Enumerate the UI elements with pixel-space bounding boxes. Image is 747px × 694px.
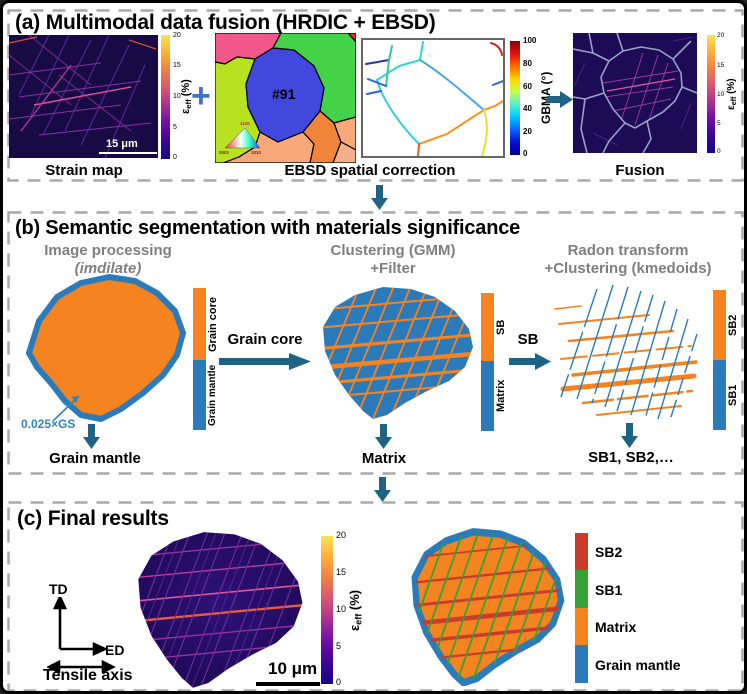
strain-map-label: Strain map <box>45 162 123 179</box>
ebsd-map-image: #91 1120 0001 1010 <box>215 33 356 163</box>
grain-core-mantle-image <box>26 274 186 422</box>
axis-ed-label: ED <box>105 642 125 658</box>
ipf-label-bottom-right: 1010 <box>251 150 262 155</box>
axes-arrows-icon <box>47 597 116 673</box>
axis-td-label: TD <box>49 581 68 597</box>
ipf-label-bottom-left: 0001 <box>219 150 230 155</box>
flow-sb-arrow-icon <box>509 353 551 370</box>
legend3-top-label: SB2 <box>727 314 739 336</box>
panel-a-to-b-arrow-icon <box>371 185 388 210</box>
ipf-label-top: 1120 <box>240 121 250 126</box>
step3-label: Radon transform +Clustering (kmedoids) <box>544 242 712 277</box>
ebsd-label: EBSD spatial correction <box>284 162 456 179</box>
gs-annotation-arrow-icon <box>52 395 80 422</box>
out-grain-mantle-label: Grain mantle <box>49 450 141 467</box>
ipf-triangle <box>224 127 261 149</box>
final-colorbar <box>321 536 333 684</box>
matrix-sb-image <box>323 287 473 419</box>
fusion-label: Fusion <box>615 162 665 179</box>
final-legend-sb1: SB1 <box>595 582 623 598</box>
final-segmented-grain-image <box>411 528 565 686</box>
flow-grain-core-arrow-icon <box>219 353 311 370</box>
strain-colorbar-ticks: 20 15 10 5 0 <box>173 32 181 161</box>
fusion-colorbar-ticks: 20 15 10 5 0 <box>717 32 725 155</box>
panel-c-title: (c) Final results <box>17 507 169 530</box>
matrix-arrow-icon <box>375 424 392 449</box>
final-legend-grain-mantle: Grain mantle <box>595 657 681 673</box>
legend-bar-sb1-sb2 <box>713 290 726 430</box>
step2-label: Clustering (GMM) +Filter <box>330 242 456 277</box>
gbma-colorbar <box>510 41 520 155</box>
ebsd-grain-id: #91 <box>272 86 296 102</box>
legend2-top-label: SB <box>495 319 507 335</box>
gbma-map-image <box>361 38 505 158</box>
legend1-bottom-label: Grain mantle <box>207 364 218 426</box>
strain-map-scalebar-line <box>99 152 157 154</box>
final-legend-bar <box>575 533 588 683</box>
final-colorbar-label: εeff (%) <box>347 589 364 631</box>
panel-a-title: (a) Multimodal data fusion (HRDIC + EBSD… <box>15 11 436 34</box>
fusion-map-image <box>573 33 697 153</box>
legend-bar-sb-matrix <box>481 293 494 431</box>
final-colorbar-ticks: 20 15 10 5 0 <box>336 530 347 687</box>
final-scalebar-text: 10 μm <box>268 659 318 678</box>
grain-mantle-arrow-icon <box>83 424 100 449</box>
legend3-bottom-label: SB1 <box>727 384 739 406</box>
final-legend-matrix: Matrix <box>595 619 637 635</box>
gs-annotation: 0.025×GS <box>21 417 76 431</box>
sb-list-arrow-icon <box>621 423 638 448</box>
strain-map-image: 15 μm <box>9 35 158 158</box>
fusion-arrow-icon <box>547 91 573 108</box>
final-scalebar-line <box>256 682 320 686</box>
panel-b-title: (b) Semantic segmentation with materials… <box>15 217 521 239</box>
legend1-top-label: Grain core <box>207 296 219 352</box>
plus-sign: + <box>191 77 211 115</box>
strain-colorbar <box>161 35 170 159</box>
final-strain-map-image <box>138 532 303 688</box>
strain-map-scalebar-text: 15 μm <box>106 138 138 150</box>
tensile-axis-label: Tensile axis <box>43 667 133 684</box>
final-legend-sb2: SB2 <box>595 544 623 560</box>
radon-sb-image <box>554 284 698 420</box>
flow-grain-core-label: Grain core <box>227 331 303 348</box>
panel-b-to-c-arrow-icon <box>374 477 391 502</box>
gbma-colorbar-ticks: 100 80 60 40 20 0 <box>523 36 537 158</box>
fusion-colorbar <box>707 35 715 153</box>
legend-bar-core-mantle <box>193 288 206 430</box>
step1-label: Image processing (imdilate) <box>44 242 172 277</box>
legend2-bottom-label: Matrix <box>495 379 507 413</box>
out-sb-list-label: SB1, SB2,… <box>588 449 674 466</box>
flow-sb-label: SB <box>517 331 539 348</box>
fusion-colorbar-label: εeff (%) <box>726 78 738 110</box>
out-matrix-label: Matrix <box>361 450 407 467</box>
